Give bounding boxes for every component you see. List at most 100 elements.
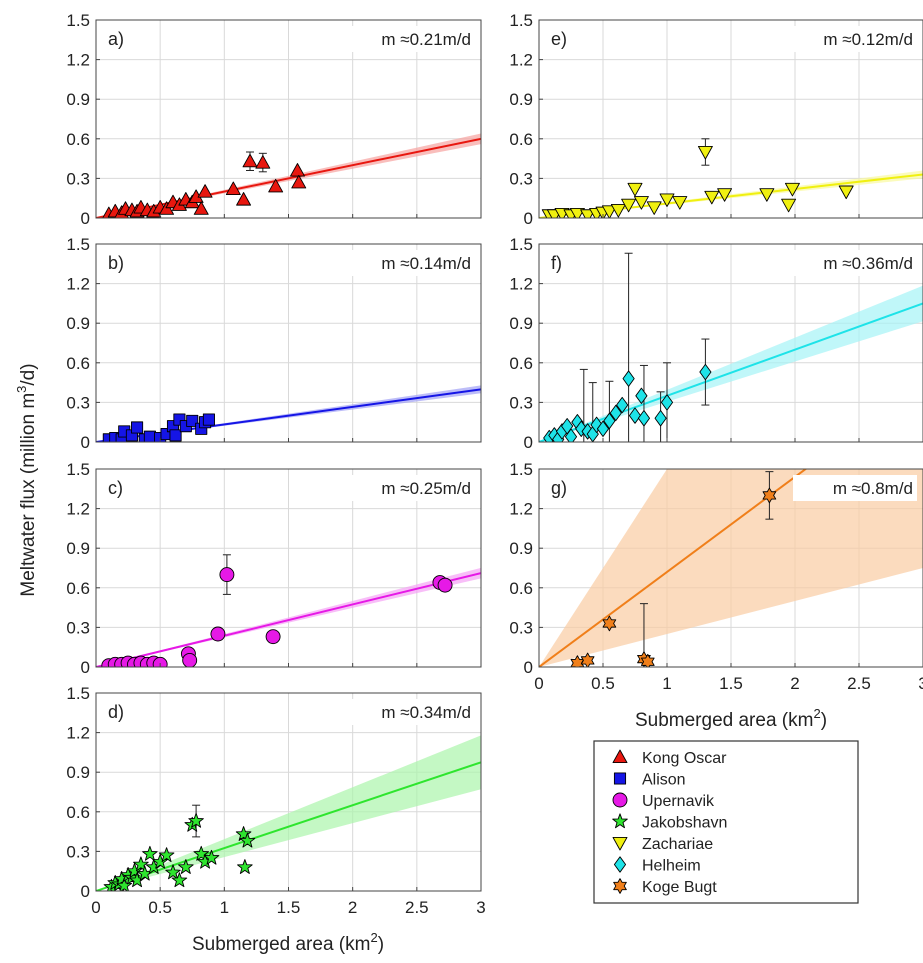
legend-marker: [612, 792, 628, 808]
x-tick-label: 2: [348, 898, 357, 917]
legend-box: [593, 740, 859, 904]
panel-c-fit-line: [96, 572, 481, 667]
legend-marker: [612, 749, 628, 764]
panel-d-confidence-band: [96, 735, 481, 891]
panel-c-label: c): [108, 478, 123, 498]
x-axis-label-left: Submerged area (km2): [192, 930, 384, 955]
legend-marker: [613, 856, 627, 873]
panel-d-data: [96, 735, 481, 891]
data-point: [637, 410, 651, 427]
data-point: [290, 163, 305, 177]
legend-marker: [613, 878, 627, 894]
data-point: [169, 429, 182, 442]
y-tick-label: 0.3: [66, 393, 90, 412]
data-point: [158, 847, 175, 863]
data-point: [635, 387, 648, 404]
x-tick-label: 2: [790, 674, 799, 693]
x-axis-label-right: Submerged area (km2): [635, 706, 827, 731]
data-point: [622, 370, 635, 387]
legend-label: Helheim: [642, 858, 701, 875]
data-point: [717, 188, 733, 202]
data-point: [291, 174, 307, 189]
y-tick-label: 0.6: [509, 354, 533, 373]
y-tick-label: 0.6: [66, 130, 90, 149]
y-tick-label: 0.9: [66, 763, 90, 782]
panel-g-slope-label: m ≈0.8m/d: [833, 479, 913, 498]
y-tick-label: 1.5: [66, 235, 90, 254]
x-tick-label: 3: [918, 674, 923, 693]
y-tick-label: 0.9: [66, 314, 90, 333]
legend-label: Upernavik: [642, 793, 715, 810]
data-point: [152, 656, 168, 667]
y-tick-label: 1.2: [509, 275, 533, 294]
data-point: [165, 864, 181, 880]
panel-e: 0 0.3 0.6 0.9 1.2 1.5 e) m ≈0.12m/d: [509, 11, 923, 228]
panel-b: 0 0.3 0.6 0.9 1.2 1.5 b) m ≈0.14m/d: [66, 235, 482, 452]
x-tick-label: 1.5: [719, 674, 743, 693]
data-point: [236, 192, 252, 206]
data-point: [596, 420, 610, 437]
data-point: [265, 629, 281, 645]
data-point: [784, 182, 800, 197]
legend-items: Kong Oscar Alison Upernavik Jakobshavn Zacha…: [612, 749, 727, 896]
legend-item: Jakobshavn: [612, 813, 727, 832]
panel-e-data: [539, 138, 923, 218]
legend-marker: [612, 836, 628, 851]
data-point: [610, 204, 626, 218]
data-point: [268, 178, 284, 193]
data-point: [239, 832, 256, 848]
panel-a-data: [96, 133, 481, 218]
legend-item: Helheim: [613, 856, 701, 875]
panel-c-slope-box: [351, 475, 475, 501]
data-point: [564, 428, 578, 442]
panel-b-slope-label: m ≈0.14m/d: [381, 254, 471, 273]
y-tick-label: 1.5: [509, 460, 533, 479]
data-point: [193, 845, 210, 861]
legend-label: Koge Bugt: [642, 879, 717, 896]
y-tick-label: 0.9: [66, 90, 90, 109]
y-tick-label: 0.6: [66, 354, 90, 373]
panel-e-slope-label: m ≈0.12m/d: [823, 30, 913, 49]
panel-b-data: [96, 385, 481, 442]
data-point: [633, 196, 649, 210]
data-point: [699, 363, 712, 381]
panel-c-confidence-band: [96, 567, 481, 667]
y-tick-label: 0.6: [509, 130, 533, 149]
panel-f-confidence-band: [539, 285, 923, 442]
legend-item: Alison: [613, 772, 686, 789]
data-point: [704, 190, 720, 205]
y-tick-label: 1.2: [66, 500, 90, 519]
y-tick-label: 1.2: [66, 275, 90, 294]
panel-a-slope-label: m ≈0.21m/d: [381, 30, 471, 49]
data-point: [697, 145, 713, 160]
panel-d-fit-line: [96, 761, 481, 891]
y-tick-label: 1.5: [66, 684, 90, 703]
panel-e-slope-box: [793, 26, 917, 52]
data-point: [210, 626, 226, 642]
y-tick-label: 0: [81, 882, 90, 901]
panel-f-slope-label: m ≈0.36m/d: [823, 254, 913, 273]
y-tick-label: 0.6: [66, 579, 90, 598]
data-point: [672, 196, 688, 210]
x-tick-label: 0.5: [591, 674, 615, 693]
data-point: [646, 201, 662, 215]
data-point: [437, 577, 453, 593]
y-tick-label: 0.6: [509, 579, 533, 598]
panel-a-label: a): [108, 29, 124, 49]
y-tick-label: 0: [524, 209, 533, 228]
x-tick-label: 2.5: [405, 898, 429, 917]
x-tick-label: 0: [91, 898, 100, 917]
panel-g-confidence-band: [539, 469, 923, 667]
data-point: [602, 615, 617, 632]
panels: 0 0.3 0.6 0.9 1.2 1.5 a) m ≈0.21m/d 0 0.3 0.6 0.9 1.…: [66, 11, 923, 917]
data-point: [131, 421, 144, 434]
y-tick-label: 0: [81, 209, 90, 228]
legend-item: Koge Bugt: [613, 878, 717, 896]
x-tick-label: 1: [220, 898, 229, 917]
data-point: [627, 182, 643, 197]
y-tick-label: 1.2: [66, 51, 90, 70]
y-tick-label: 0.3: [509, 393, 533, 412]
panel-c: 0 0.3 0.6 0.9 1.2 1.5 c) m ≈0.25m/d: [66, 460, 482, 677]
panel-g-label: g): [551, 478, 567, 498]
x-tick-label: 1: [662, 674, 671, 693]
